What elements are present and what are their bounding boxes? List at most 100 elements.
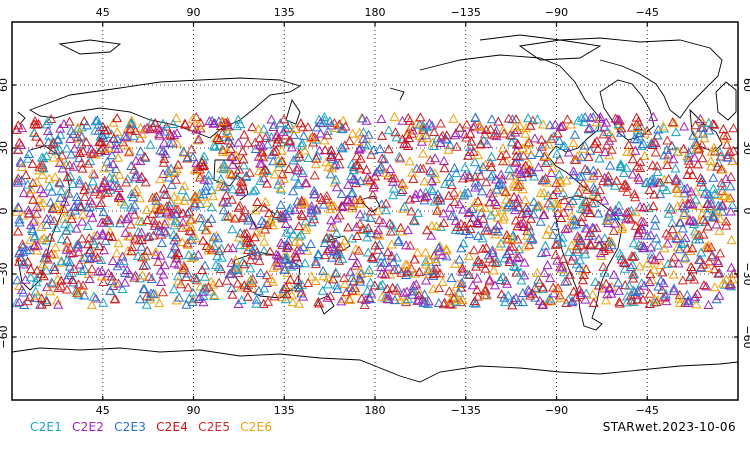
observation-marker [593, 234, 604, 244]
observation-marker [329, 201, 340, 211]
observation-marker [326, 149, 337, 159]
observation-marker [97, 130, 108, 140]
observation-marker [189, 191, 200, 201]
observation-marker [321, 190, 332, 200]
observation-marker [566, 240, 577, 250]
observation-marker [683, 295, 694, 305]
observation-marker [34, 165, 45, 175]
observation-marker [576, 240, 587, 250]
observation-marker [642, 230, 653, 240]
observation-marker [72, 123, 83, 133]
observation-marker [365, 212, 376, 222]
observation-marker [615, 160, 626, 170]
observation-marker [169, 220, 180, 230]
observation-marker [187, 296, 198, 306]
observation-marker [365, 206, 376, 216]
observation-marker [546, 133, 557, 143]
observation-marker [598, 129, 609, 139]
observation-marker [291, 152, 302, 162]
observation-marker [531, 284, 542, 294]
observation-marker [531, 201, 542, 211]
observation-marker [422, 191, 433, 201]
observation-marker [561, 297, 572, 307]
observation-marker [715, 201, 726, 211]
observation-marker [501, 194, 512, 204]
observation-marker [529, 171, 540, 181]
observation-marker [670, 163, 681, 173]
observation-marker [572, 246, 583, 256]
observation-marker [487, 192, 498, 202]
legend-item-c2e4: C2E4 [156, 420, 189, 434]
observation-marker [410, 268, 421, 278]
observation-marker [243, 138, 254, 148]
lon-tick-label-top: 90 [187, 6, 201, 19]
observation-marker [644, 288, 655, 298]
observation-marker [468, 245, 479, 255]
observation-marker [208, 289, 220, 299]
observation-marker [468, 212, 479, 222]
observation-marker [350, 260, 361, 270]
observation-marker [445, 202, 456, 212]
observation-marker [71, 223, 82, 233]
observation-marker [669, 118, 680, 128]
observation-marker [105, 285, 116, 295]
observation-marker [399, 201, 410, 211]
observation-marker [680, 232, 691, 242]
observation-marker [503, 113, 514, 123]
observation-marker [145, 139, 156, 149]
observation-marker [319, 250, 330, 260]
observation-marker [123, 147, 134, 157]
observation-marker [287, 186, 299, 196]
date-stamp: STARwet.2023-10-06 [602, 420, 736, 434]
observation-marker [420, 247, 431, 257]
observation-marker [203, 170, 214, 180]
observation-marker [585, 145, 596, 155]
observation-marker [557, 140, 569, 151]
observation-marker [590, 276, 601, 286]
observation-marker [639, 128, 651, 138]
observation-marker [334, 241, 345, 251]
observation-marker [454, 122, 465, 132]
observation-marker [527, 233, 538, 243]
observation-marker [197, 264, 208, 275]
observation-marker [556, 212, 567, 223]
observation-marker [182, 268, 193, 278]
observation-marker [184, 206, 195, 216]
observation-marker [297, 279, 308, 289]
observation-marker [381, 198, 392, 208]
observation-marker [467, 280, 478, 290]
observation-marker [679, 253, 690, 263]
observation-marker [500, 186, 511, 196]
observation-marker [230, 254, 241, 265]
observation-marker [506, 137, 517, 147]
observation-marker [202, 225, 213, 235]
observation-marker [80, 181, 91, 191]
observation-marker [489, 196, 500, 206]
observation-marker [374, 215, 385, 225]
observation-marker [195, 281, 206, 291]
observation-marker [324, 232, 335, 242]
observation-marker [628, 296, 639, 307]
observation-marker [258, 245, 270, 255]
observation-marker [452, 293, 463, 304]
observation-marker [600, 147, 611, 157]
observation-marker [692, 159, 703, 169]
observation-marker [586, 173, 597, 183]
observation-marker [50, 242, 61, 252]
observation-marker [135, 146, 146, 156]
observation-marker [705, 161, 717, 171]
observation-marker [61, 244, 72, 254]
observation-marker [726, 235, 737, 245]
observation-marker [521, 203, 532, 213]
observation-marker [144, 231, 155, 241]
observation-marker [631, 123, 642, 133]
observation-marker [514, 120, 525, 130]
observation-marker [220, 117, 231, 128]
observation-marker [299, 198, 310, 208]
observation-marker [568, 286, 579, 296]
observation-marker [331, 227, 342, 238]
observation-marker [535, 188, 546, 198]
observation-marker [517, 297, 528, 307]
observation-marker [383, 290, 394, 300]
observation-marker [210, 141, 221, 151]
